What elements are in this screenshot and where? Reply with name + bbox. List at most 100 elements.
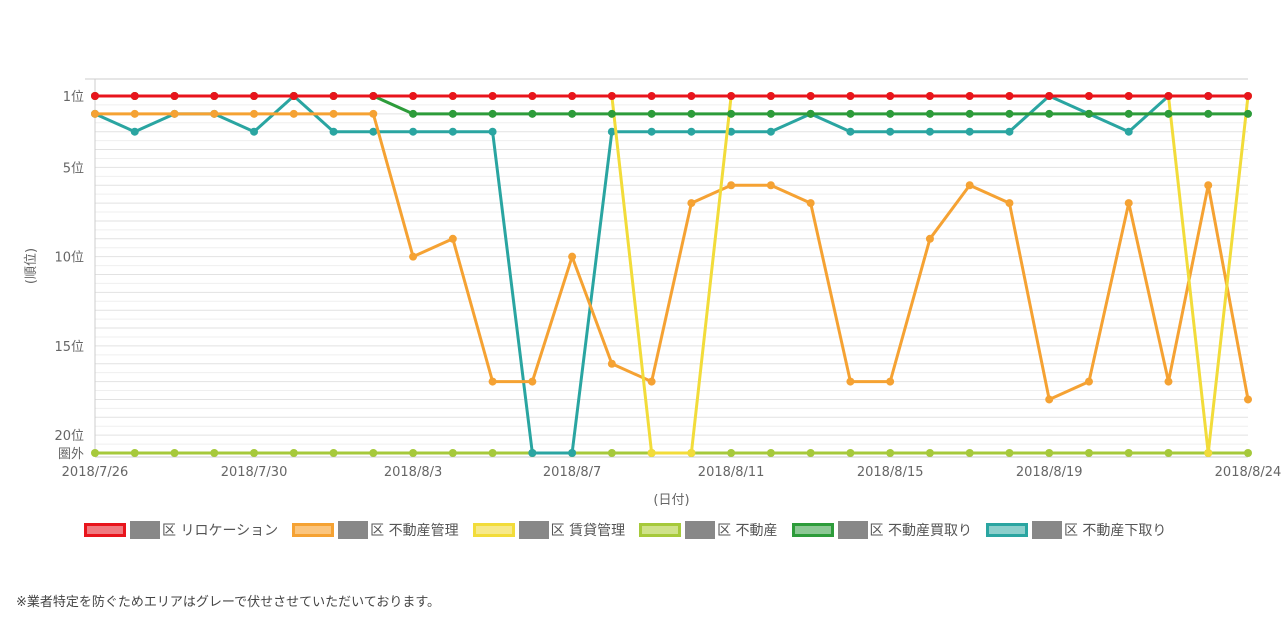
data-point (369, 92, 378, 100)
data-point (568, 449, 577, 457)
data-point (369, 127, 378, 136)
redacted-area-block (837, 521, 868, 539)
y-axis-title: (順位) (24, 248, 39, 284)
data-point (687, 449, 696, 457)
x-tick-label: 2018/8/24 (1215, 465, 1282, 480)
data-point (528, 377, 537, 386)
x-tick-label: 2018/8/7 (543, 465, 601, 480)
data-point (607, 92, 616, 100)
data-point (130, 127, 139, 136)
data-point (607, 449, 616, 457)
data-point (1124, 109, 1133, 118)
data-point (766, 127, 775, 136)
legend-swatch (985, 523, 1028, 537)
legend-label: 区 賃貸管理 (550, 523, 626, 539)
redacted-area-block (130, 521, 160, 539)
data-point (91, 449, 99, 457)
data-point (1204, 181, 1213, 190)
legend-item[interactable]: 区 不動産買取り (791, 520, 972, 540)
data-point (965, 181, 974, 190)
data-point (1164, 109, 1173, 118)
data-point (727, 109, 736, 118)
legend-label: 区 不動産買取り (869, 523, 972, 539)
data-point (925, 92, 934, 100)
data-point (925, 234, 934, 243)
data-point (528, 92, 537, 100)
x-tick-label: 2018/8/19 (1016, 465, 1083, 480)
data-point (1045, 109, 1054, 118)
data-point (727, 449, 736, 457)
legend-item[interactable]: 区 不動産管理 (292, 520, 459, 540)
x-tick-label: 2018/8/15 (857, 465, 924, 480)
legend-item[interactable]: 区 不動産下取り (985, 520, 1166, 540)
data-point (409, 92, 418, 100)
data-point (329, 449, 338, 457)
data-point (448, 127, 457, 136)
legend-swatch (472, 523, 515, 537)
data-point (965, 449, 974, 457)
x-axis-title: (日付) (653, 493, 689, 508)
data-point (448, 92, 457, 100)
legend-label: 区 不動産 (717, 523, 778, 539)
data-point (846, 449, 855, 457)
series-line (95, 112, 1250, 401)
data-point (766, 449, 775, 457)
data-point (1164, 377, 1173, 386)
data-point (1045, 92, 1054, 100)
data-point (766, 181, 775, 190)
legend-item[interactable]: 区 不動産 (639, 520, 778, 540)
data-point (448, 109, 457, 118)
x-tick-label: 2018/7/30 (221, 465, 288, 480)
data-point (488, 127, 497, 136)
data-point (727, 127, 736, 136)
data-point (727, 181, 736, 190)
data-point (130, 449, 139, 457)
data-point (687, 109, 696, 118)
data-point (488, 449, 497, 457)
data-point (647, 92, 656, 100)
data-point (1045, 449, 1054, 457)
data-point (925, 109, 934, 118)
data-point (488, 109, 497, 118)
data-point (409, 109, 418, 118)
data-point (1005, 449, 1014, 457)
data-point (210, 109, 219, 118)
redacted-area-block (685, 521, 716, 539)
data-point (568, 92, 577, 100)
x-tick-label: 2018/8/11 (698, 465, 765, 480)
data-point (130, 92, 139, 100)
data-point (329, 92, 338, 100)
data-point (409, 127, 418, 136)
x-tick-label: 2018/8/3 (384, 465, 442, 480)
data-point (647, 449, 656, 457)
legend-item[interactable]: 区 リロケーション (84, 520, 278, 540)
data-point (409, 449, 418, 457)
legend-label: 区 不動産管理 (370, 523, 459, 539)
data-point (369, 449, 378, 457)
redacted-area-block (338, 521, 369, 539)
data-point (1244, 109, 1252, 118)
data-point (568, 109, 577, 118)
data-point (806, 109, 815, 118)
data-point (289, 109, 298, 118)
data-point (1084, 449, 1093, 457)
data-point (250, 109, 259, 118)
data-point (1005, 127, 1014, 136)
data-point (448, 449, 457, 457)
data-point (806, 199, 815, 208)
data-point (91, 109, 99, 118)
data-point (91, 92, 99, 100)
legend-item[interactable]: 区 賃貸管理 (472, 520, 626, 540)
redacted-area-block (1031, 521, 1062, 539)
data-point (886, 92, 895, 100)
data-point (289, 92, 298, 100)
data-point (886, 127, 895, 136)
data-point (289, 449, 298, 457)
data-point (1084, 109, 1093, 118)
data-point (528, 449, 537, 457)
data-point (965, 127, 974, 136)
data-point (329, 127, 338, 136)
data-point (846, 377, 855, 386)
data-point (647, 127, 656, 136)
data-point (488, 92, 497, 100)
